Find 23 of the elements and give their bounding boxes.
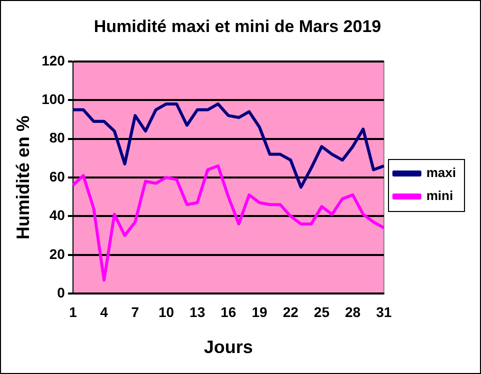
chart-title: Humidité maxi et mini de Mars 2019 xyxy=(94,16,382,36)
y-tick-label: 80 xyxy=(49,130,66,146)
x-tick-label: 1 xyxy=(69,304,78,320)
x-tick-label: 7 xyxy=(131,304,140,320)
x-tick-label: 22 xyxy=(282,304,299,320)
x-tick-label: 28 xyxy=(344,304,361,320)
x-tick-label: 10 xyxy=(158,304,174,320)
x-tick-label: 16 xyxy=(220,304,236,320)
legend-label: mini xyxy=(426,188,454,204)
x-tick-label: 19 xyxy=(252,304,268,320)
x-tick-label: 31 xyxy=(376,304,392,320)
y-tick-label: 100 xyxy=(42,90,66,107)
legend-label: maxi xyxy=(426,165,456,180)
x-axis-title: Jours xyxy=(204,337,253,358)
y-axis-title: Humidité en % xyxy=(12,115,33,240)
x-tick-label: 25 xyxy=(314,304,330,320)
y-tick-label: 0 xyxy=(57,284,66,300)
y-tick-label: 120 xyxy=(42,52,66,68)
x-tick-label: 13 xyxy=(190,304,206,320)
y-tick-label: 40 xyxy=(49,207,66,224)
x-tick-label: 4 xyxy=(100,304,108,320)
y-tick-label: 60 xyxy=(49,168,66,184)
y-tick-label: 20 xyxy=(49,246,66,262)
